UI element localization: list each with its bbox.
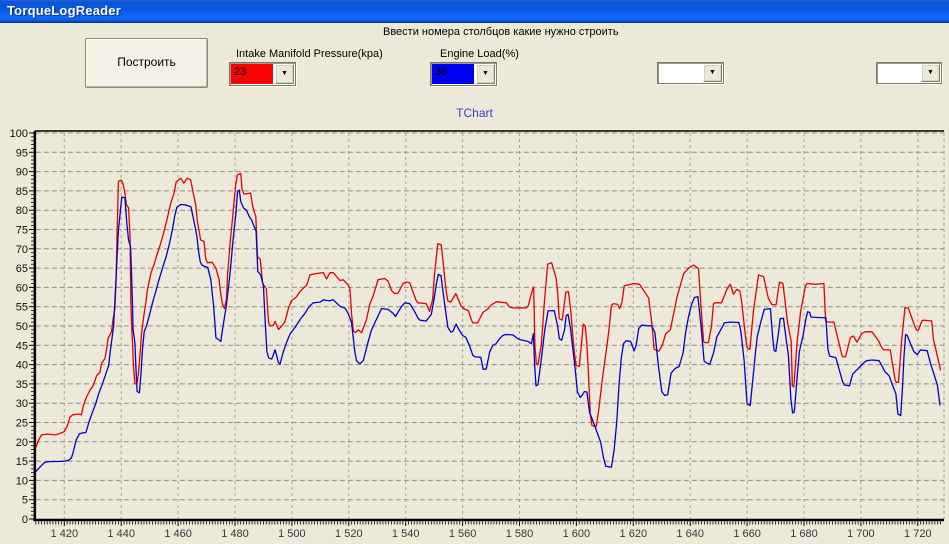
window-title: TorqueLogReader [7, 3, 121, 18]
pressure-column-combobox[interactable]: 23 ▼ [229, 62, 296, 86]
x-tick-label: 1 420 [51, 528, 79, 540]
instruction-text: Ввести номера столбцов какие нужно строи… [383, 26, 619, 38]
series-line-0 [35, 172, 942, 448]
x-tick-label: 1 580 [506, 528, 534, 540]
chart-title: TChart [456, 106, 493, 120]
y-tick-label: 90 [16, 167, 28, 179]
series-line-1 [35, 189, 941, 472]
chevron-down-icon[interactable]: ▼ [275, 64, 294, 84]
y-tick-label: 20 [16, 437, 28, 449]
y-tick-label: 40 [16, 360, 28, 372]
y-tick-label: 75 [16, 225, 28, 237]
title-bar: TorqueLogReader [0, 0, 949, 23]
y-tick-label: 50 [16, 321, 28, 333]
y-tick-label: 95 [16, 147, 28, 159]
column4-combobox[interactable]: ▼ [876, 62, 942, 84]
y-tick-label: 65 [16, 263, 28, 275]
x-tick-label: 1 720 [904, 528, 932, 540]
y-tick-label: 15 [16, 456, 28, 468]
y-tick-label: 30 [16, 398, 28, 410]
x-tick-label: 1 620 [620, 528, 648, 540]
x-tick-label: 1 460 [164, 528, 192, 540]
pressure-column-label: Intake Manifold Pressure(kpa) [236, 48, 383, 60]
x-tick-label: 1 480 [221, 528, 249, 540]
x-tick-label: 1 660 [733, 528, 761, 540]
y-tick-label: 85 [16, 186, 28, 198]
chevron-down-icon[interactable]: ▼ [921, 64, 940, 82]
y-tick-label: 100 [10, 128, 28, 140]
column3-combobox[interactable]: ▼ [657, 62, 724, 84]
x-tick-label: 1 500 [278, 528, 306, 540]
x-tick-label: 1 700 [847, 528, 875, 540]
y-tick-label: 35 [16, 379, 28, 391]
engine-load-column-combobox[interactable]: 38 ▼ [430, 62, 497, 86]
engine-load-column-value: 38 [432, 64, 474, 84]
engine-load-column-label: Engine Load(%) [440, 48, 519, 60]
chevron-down-icon[interactable]: ▼ [703, 64, 722, 82]
x-tick-label: 1 440 [107, 528, 135, 540]
y-tick-label: 0 [22, 514, 28, 526]
pressure-column-value: 23 [231, 64, 273, 84]
x-tick-label: 1 600 [563, 528, 591, 540]
chevron-down-icon[interactable]: ▼ [476, 64, 495, 84]
y-tick-label: 5 [22, 495, 28, 507]
x-tick-label: 1 520 [335, 528, 363, 540]
y-tick-label: 60 [16, 282, 28, 294]
y-tick-label: 10 [16, 475, 28, 487]
y-tick-label: 80 [16, 205, 28, 217]
y-tick-label: 45 [16, 340, 28, 352]
y-tick-label: 55 [16, 302, 28, 314]
y-tick-label: 70 [16, 244, 28, 256]
x-tick-label: 1 560 [449, 528, 477, 540]
x-tick-label: 1 680 [790, 528, 818, 540]
x-tick-label: 1 540 [392, 528, 420, 540]
x-tick-label: 1 640 [676, 528, 704, 540]
build-button[interactable]: Построить [85, 38, 208, 88]
y-tick-label: 25 [16, 418, 28, 430]
